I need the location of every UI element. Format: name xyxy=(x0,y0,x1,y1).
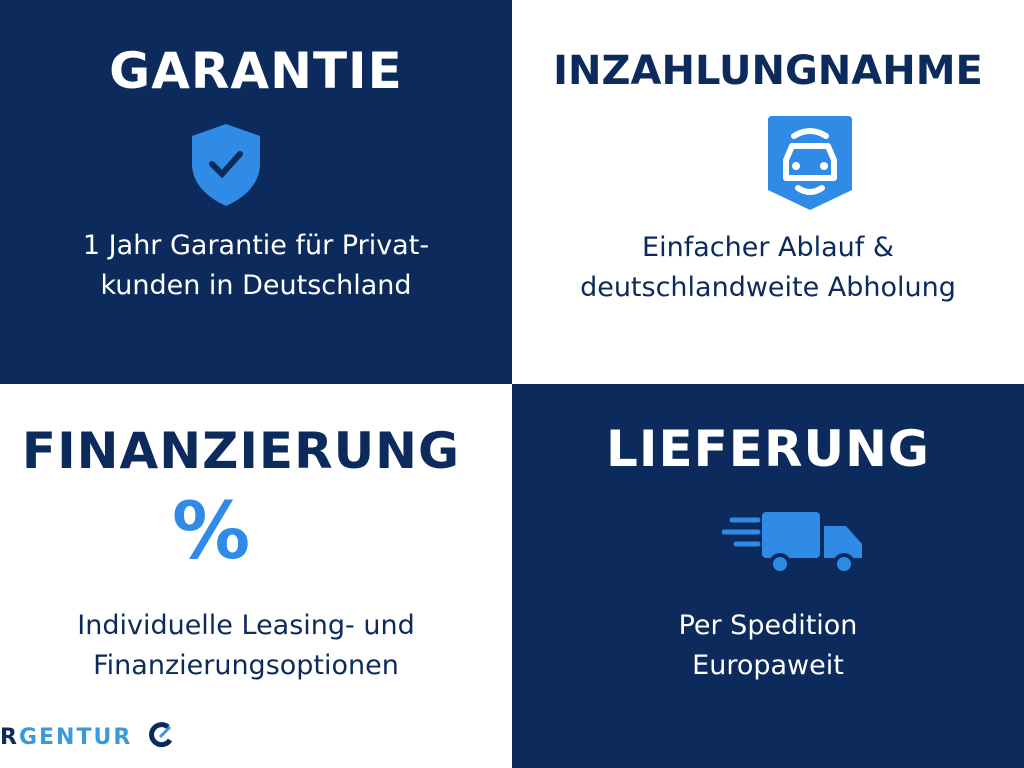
tile-desc-1: Per Spedition xyxy=(678,610,858,641)
tile-desc-2: Finanzierungsoptionen xyxy=(93,650,399,681)
tile-title: GARANTIE xyxy=(109,42,403,100)
tile-desc-1: Einfacher Ablauf & xyxy=(642,232,894,263)
logo-mark-icon xyxy=(149,722,173,748)
logo-text-dark: R xyxy=(0,725,19,750)
tile-desc-2: Europaweit xyxy=(692,650,844,681)
tile-garantie: GARANTIE 1 Jahr Garantie für Privat- kun… xyxy=(0,0,512,384)
tile-title: FINANZIERUNG xyxy=(21,422,461,480)
brand-logo: RGENTUR xyxy=(0,722,174,750)
tile-desc-2: kunden in Deutschland xyxy=(100,270,412,301)
tile-title: INZAHLUNGNAHME xyxy=(553,48,983,94)
car-badge-icon xyxy=(768,116,852,210)
shield-check-icon xyxy=(192,124,260,206)
tile-desc-1: Individuelle Leasing- und xyxy=(77,610,415,641)
tile-inzahlungnahme: INZAHLUNGNAHME Einfacher Ablauf & deutsc… xyxy=(512,0,1024,384)
logo-text-light: GENTUR xyxy=(18,725,133,750)
tile-lieferung: LIEFERUNG Per Spedition Europaweit xyxy=(512,384,1024,768)
percent-icon: % xyxy=(172,487,251,577)
tile-desc-2: deutschlandweite Abholung xyxy=(580,272,956,303)
delivery-truck-icon xyxy=(722,512,862,575)
tile-title: LIEFERUNG xyxy=(606,420,930,478)
tile-desc-1: 1 Jahr Garantie für Privat- xyxy=(82,230,430,261)
tile-finanzierung: FINANZIERUNG % Individuelle Leasing- und… xyxy=(0,384,512,768)
